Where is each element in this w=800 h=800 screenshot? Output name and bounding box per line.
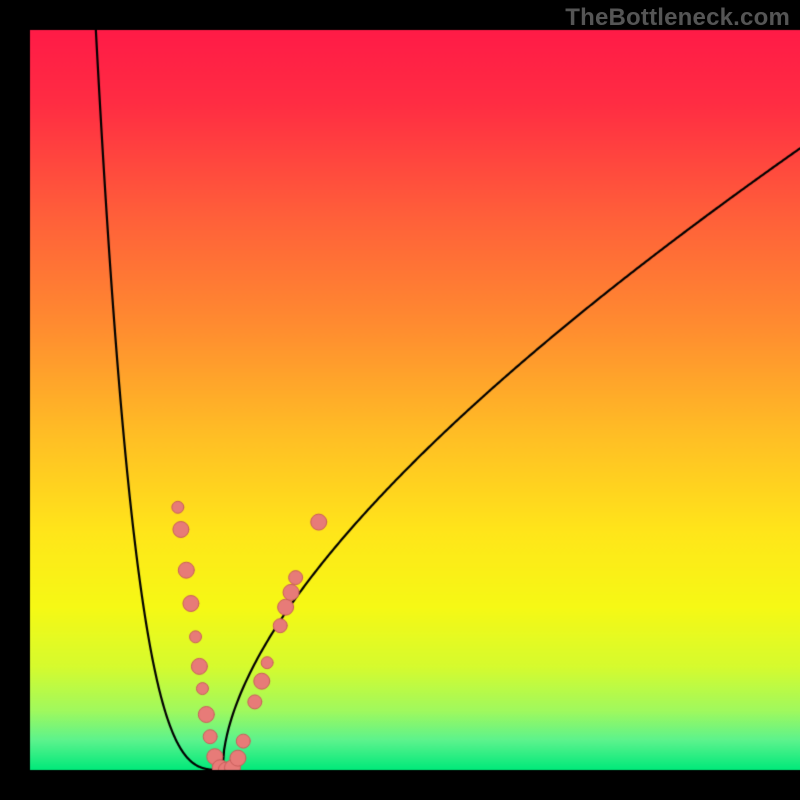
watermark-text: TheBottleneck.com <box>565 4 790 32</box>
bottleneck-curve-chart <box>0 0 800 800</box>
